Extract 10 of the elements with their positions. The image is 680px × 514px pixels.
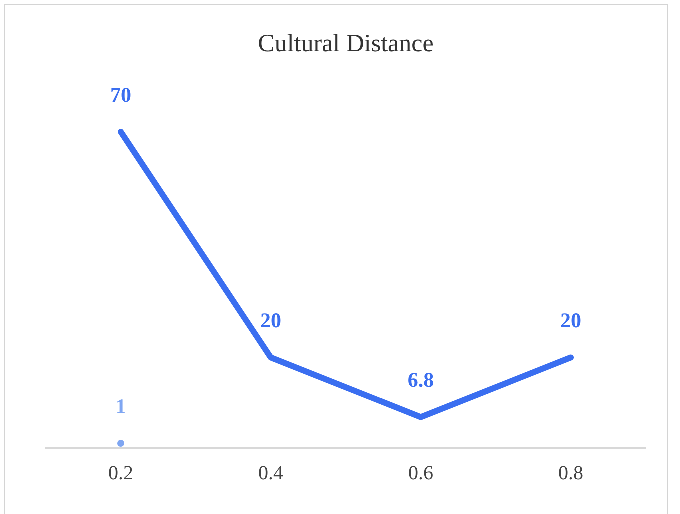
x-tick-label: 0.6	[408, 462, 434, 484]
data-label: 20	[260, 308, 282, 333]
chart-title: Cultural Distance	[258, 30, 434, 58]
data-label: 1	[116, 394, 126, 418]
data-label: 6.8	[408, 368, 434, 392]
x-tick-label: 0.4	[258, 462, 284, 484]
x-tick-label: 0.8	[558, 462, 584, 484]
data-label: 20	[560, 308, 582, 333]
x-tick-label: 0.2	[108, 462, 134, 484]
data-label: 70	[110, 82, 132, 107]
